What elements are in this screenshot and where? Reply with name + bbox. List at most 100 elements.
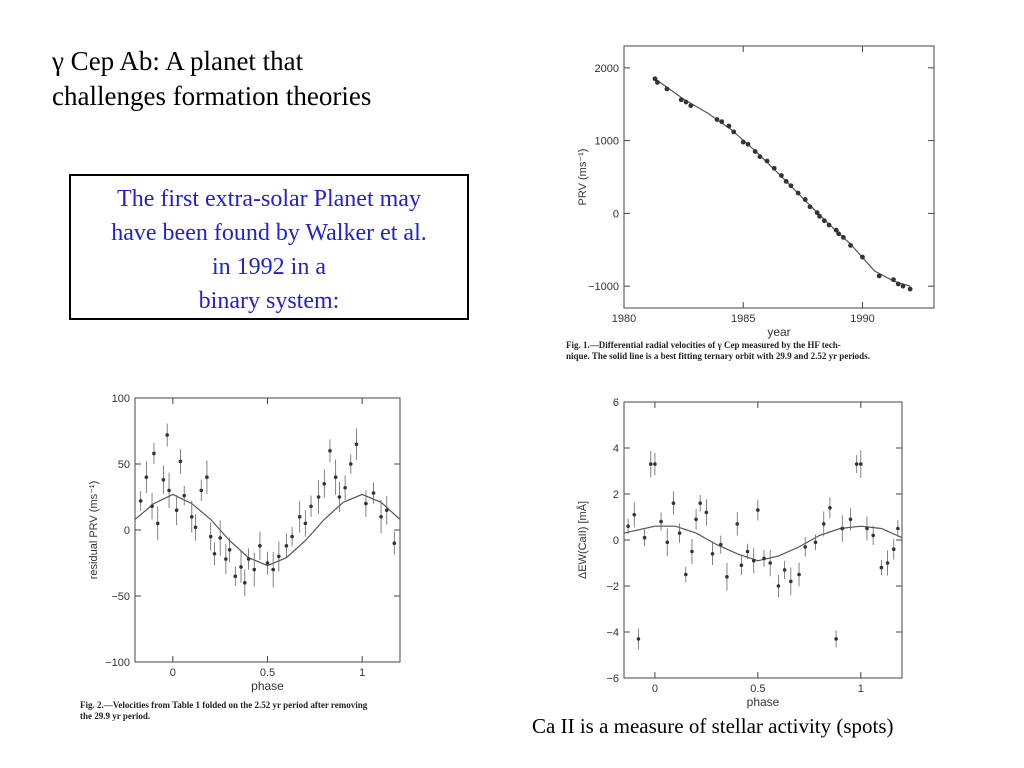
data-point — [752, 149, 758, 154]
data-point — [182, 493, 187, 498]
data-point — [152, 451, 156, 456]
plot-frame — [623, 45, 935, 309]
data-point — [865, 526, 869, 531]
data-point — [277, 554, 281, 559]
data-point — [860, 254, 865, 260]
y-tick-label: 4 — [613, 443, 619, 455]
data-point — [762, 556, 766, 561]
fig1-caption-line-2: nique. The solid line is a best fitting … — [566, 351, 870, 361]
data-point — [802, 197, 808, 202]
data-point — [252, 567, 257, 572]
data-point — [290, 534, 294, 539]
y-axis-label: residual PRV (ms⁻¹) — [88, 481, 100, 580]
data-point — [745, 141, 751, 147]
x-tick-label: 0 — [652, 683, 658, 695]
data-point — [371, 491, 376, 495]
data-point — [665, 540, 670, 545]
y-axis-label: PRV (ms⁻¹) — [577, 149, 589, 206]
data-point — [218, 536, 222, 540]
data-point — [783, 178, 789, 184]
data-point — [688, 103, 694, 109]
data-point — [348, 462, 353, 466]
data-point — [788, 183, 794, 189]
data-point — [896, 526, 900, 531]
data-point — [343, 485, 347, 490]
data-point — [764, 158, 770, 164]
data-point — [828, 506, 832, 510]
data-point — [795, 190, 801, 196]
data-point — [199, 488, 204, 493]
y-tick-label: −50 — [111, 591, 130, 603]
prv-vs-year-chart: 1980 1985 1990 2000 1000 0 −1000 year PRV (ms⁻¹) — [577, 45, 935, 339]
data-point — [333, 475, 338, 479]
y-tick-label: −2 — [606, 581, 619, 593]
x-axis-label: phase — [251, 679, 284, 693]
y-tick-label: −6 — [606, 673, 619, 685]
data-point — [144, 475, 149, 479]
data-point — [246, 557, 251, 561]
data-point — [659, 519, 663, 524]
data-point — [848, 243, 853, 248]
slide-caption: Ca II is a measure of stellar activity (… — [532, 714, 894, 738]
data-point — [891, 277, 896, 283]
data-point — [632, 512, 637, 517]
x-tick-label: 1990 — [850, 313, 874, 325]
data-point — [224, 557, 228, 561]
data-point — [322, 482, 327, 486]
fit-curve — [654, 78, 911, 287]
data-point — [678, 97, 684, 103]
data-point — [193, 525, 198, 530]
y-tick-label: 6 — [613, 397, 619, 409]
fig2-caption: Fig. 2.—Velocities from Table 1 folded o… — [80, 700, 367, 722]
data-point — [836, 231, 842, 237]
data-point — [271, 567, 275, 572]
data-point — [885, 561, 890, 565]
data-point — [900, 283, 906, 289]
data-point — [895, 281, 901, 287]
data-point — [859, 462, 863, 466]
data-point — [683, 572, 688, 577]
data-point — [309, 504, 313, 509]
x-tick-label: 1 — [858, 683, 864, 695]
data-point — [648, 462, 653, 466]
x-tick-label: 0.5 — [260, 667, 275, 679]
data-point — [364, 501, 368, 506]
y-tick-label: 0 — [613, 208, 619, 220]
fig1-caption-line-1: Fig. 1.—Differential radial velocities o… — [566, 340, 841, 350]
data-point — [876, 273, 882, 279]
data-point — [636, 637, 641, 641]
y-tick-label: 2 — [613, 489, 619, 501]
data-point — [807, 204, 813, 210]
data-point — [392, 541, 397, 545]
data-point — [757, 154, 763, 160]
data-point — [654, 79, 660, 85]
data-point — [683, 99, 689, 105]
data-point — [833, 227, 839, 233]
x-tick-label: 0 — [170, 667, 176, 679]
data-point — [907, 286, 913, 292]
data-point — [652, 76, 658, 82]
data-point — [642, 535, 647, 540]
x-tick-label: 1985 — [731, 313, 755, 325]
data-point — [178, 459, 183, 464]
data-point — [814, 210, 820, 216]
data-point — [664, 86, 670, 92]
data-point — [768, 561, 773, 565]
data-point — [782, 568, 787, 572]
data-point — [813, 540, 818, 545]
y-tick-label: 100 — [112, 393, 130, 405]
data-point — [771, 165, 777, 171]
caii-ew-chart: 0 0.5 1 6 4 2 0 −2 −4 −6 phase ΔEW(CaII) [mÅ] — [576, 397, 903, 709]
data-point — [694, 517, 698, 522]
data-point — [776, 584, 781, 588]
data-point — [155, 521, 160, 526]
data-point — [778, 173, 784, 178]
data-point — [379, 515, 383, 519]
data-point — [834, 637, 838, 641]
data-point — [690, 549, 694, 554]
data-point — [840, 235, 846, 240]
data-point — [840, 526, 845, 531]
data-point — [167, 488, 171, 493]
data-point — [165, 433, 169, 437]
data-point — [653, 462, 657, 466]
